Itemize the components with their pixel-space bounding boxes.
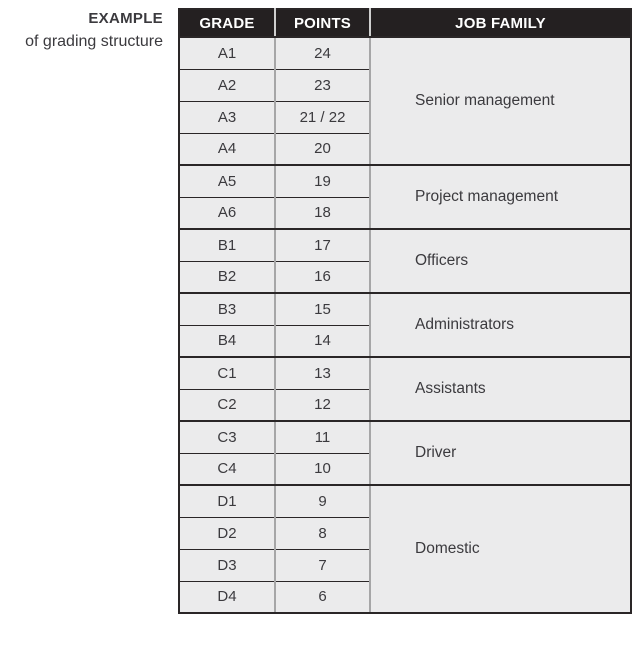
grade-cell: C4 xyxy=(179,453,276,486)
table-row: C4 10 xyxy=(179,453,631,486)
points-cell: 13 xyxy=(275,357,371,390)
table-caption: EXAMPLE of grading structure xyxy=(0,10,163,51)
table-row: D1 9 Domestic xyxy=(179,485,631,614)
grade-cell: B1 xyxy=(179,229,276,262)
grade-cell: D4 xyxy=(179,581,276,614)
points-cell: 16 xyxy=(275,261,371,294)
job-family-cell: Project management xyxy=(370,165,631,230)
table-row: D3 7 xyxy=(179,549,631,582)
points-cell: 21 / 22 xyxy=(275,101,371,134)
table-row: B1 17 Officers xyxy=(179,229,631,294)
grade-cell: A2 xyxy=(179,69,276,102)
points-cell: 15 xyxy=(275,293,371,326)
header-grade: GRADE xyxy=(179,9,276,38)
grading-table-body: A1 24 Senior management A2 23 A3 21 / 22 A4 20 A5… xyxy=(179,37,631,614)
points-cell: 17 xyxy=(275,229,371,262)
table-row: A6 18 xyxy=(179,197,631,230)
points-cell: 24 xyxy=(275,37,371,70)
table-row: D4 6 xyxy=(179,581,631,614)
grade-cell: A5 xyxy=(179,165,276,198)
table-row: A5 19 Project management xyxy=(179,165,631,230)
points-cell: 8 xyxy=(275,517,371,550)
points-cell: 12 xyxy=(275,389,371,422)
table-row: C2 12 xyxy=(179,389,631,422)
job-family-cell: Officers xyxy=(370,229,631,294)
grade-cell: D1 xyxy=(179,485,276,518)
header-job-family: JOB FAMILY xyxy=(370,9,631,38)
grade-cell: A3 xyxy=(179,101,276,134)
job-family-cell: Assistants xyxy=(370,357,631,422)
table-row: B4 14 xyxy=(179,325,631,358)
points-cell: 9 xyxy=(275,485,371,518)
table-row: C1 13 Assistants xyxy=(179,357,631,422)
table-row: B3 15 Administrators xyxy=(179,293,631,358)
grade-cell: D2 xyxy=(179,517,276,550)
points-cell: 20 xyxy=(275,133,371,166)
job-family-cell: Domestic xyxy=(370,485,631,614)
table-row: A2 23 xyxy=(179,69,631,102)
table-row: B2 16 xyxy=(179,261,631,294)
caption-subtitle: of grading structure xyxy=(25,33,163,50)
grade-cell: B4 xyxy=(179,325,276,358)
grading-table-header: GRADE POINTS JOB FAMILY xyxy=(179,9,631,38)
table-row: D2 8 xyxy=(179,517,631,550)
table-row: A4 20 xyxy=(179,133,631,166)
points-cell: 6 xyxy=(275,581,371,614)
grade-cell: B2 xyxy=(179,261,276,294)
points-cell: 11 xyxy=(275,421,371,454)
job-family-cell: Administrators xyxy=(370,293,631,358)
points-cell: 14 xyxy=(275,325,371,358)
grade-cell: C3 xyxy=(179,421,276,454)
grade-cell: A1 xyxy=(179,37,276,70)
table-row: A3 21 / 22 xyxy=(179,101,631,134)
table-row: C3 11 Driver xyxy=(179,421,631,486)
table-row: A1 24 Senior management xyxy=(179,37,631,166)
grade-cell: A4 xyxy=(179,133,276,166)
job-family-cell: Driver xyxy=(370,421,631,486)
grading-table: GRADE POINTS JOB FAMILY A1 24 Senior manag… xyxy=(178,8,632,614)
points-cell: 19 xyxy=(275,165,371,198)
caption-example: EXAMPLE xyxy=(88,10,163,27)
job-family-cell: Senior management xyxy=(370,37,631,166)
grade-cell: C1 xyxy=(179,357,276,390)
points-cell: 10 xyxy=(275,453,371,486)
points-cell: 7 xyxy=(275,549,371,582)
header-points: POINTS xyxy=(275,9,371,38)
grade-cell: C2 xyxy=(179,389,276,422)
grade-cell: A6 xyxy=(179,197,276,230)
header-row: GRADE POINTS JOB FAMILY xyxy=(179,9,631,38)
points-cell: 23 xyxy=(275,69,371,102)
points-cell: 18 xyxy=(275,197,371,230)
grade-cell: B3 xyxy=(179,293,276,326)
grade-cell: D3 xyxy=(179,549,276,582)
